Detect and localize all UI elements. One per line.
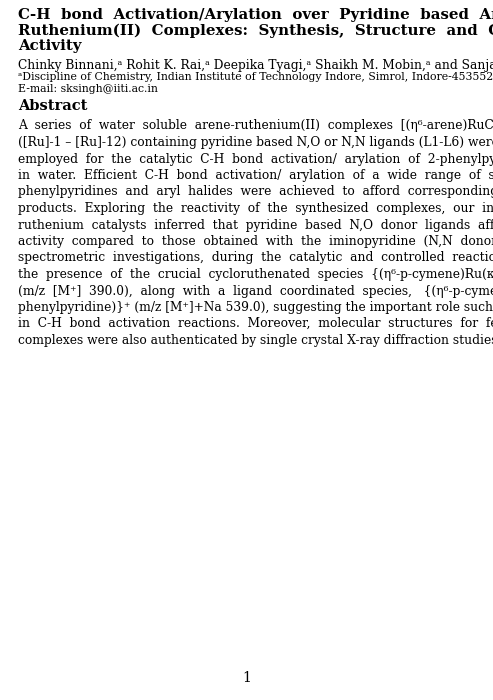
Text: C-H  bond  Activation/Arylation  over  Pyridine  based  Arene-: C-H bond Activation/Arylation over Pyrid… — [18, 8, 493, 22]
Text: A  series  of  water  soluble  arene-ruthenium(II)  complexes  [(η⁶-arene)RuCl(κ: A series of water soluble arene-rutheniu… — [18, 120, 493, 132]
Text: the  presence  of  the  crucial  cycloruthenated  species  {(η⁶-p-cymene)Ru(κ²-C: the presence of the crucial cycloruthena… — [18, 268, 493, 281]
Text: Ruthenium(II)  Complexes:  Synthesis,  Structure  and  Catalytic: Ruthenium(II) Complexes: Synthesis, Stru… — [18, 24, 493, 38]
Text: ([Ru]-1 – [Ru]-12) containing pyridine based N,O or N,N ligands (L1-L6) were syn: ([Ru]-1 – [Ru]-12) containing pyridine b… — [18, 136, 493, 149]
Text: E-mail: sksingh@iiti.ac.in: E-mail: sksingh@iiti.ac.in — [18, 83, 158, 94]
Text: Abstract: Abstract — [18, 99, 87, 113]
Text: ruthenium  catalysts  inferred  that  pyridine  based  N,O  donor  ligands  affo: ruthenium catalysts inferred that pyridi… — [18, 218, 493, 232]
Text: in  C-H  bond  activation  reactions.  Moreover,  molecular  structures  for  fe: in C-H bond activation reactions. Moreov… — [18, 318, 493, 330]
Text: phenylpyridines  and  aryl  halides  were  achieved  to  afford  corresponding  : phenylpyridines and aryl halides were ac… — [18, 186, 493, 199]
Text: employed  for  the  catalytic  C-H  bond  activation/  arylation  of  2-phenylpy: employed for the catalytic C-H bond acti… — [18, 153, 493, 165]
Text: (m/z  [M⁺]  390.0),  along  with  a  ligand  coordinated  species,   {(η⁶-p-cyme: (m/z [M⁺] 390.0), along with a ligand co… — [18, 284, 493, 298]
Text: products.  Exploring  the  reactivity  of  the  synthesized  complexes,  our  in: products. Exploring the reactivity of th… — [18, 202, 493, 215]
Text: Chinky Binnani,ᵃ Rohit K. Rai,ᵃ Deepika Tyagi,ᵃ Shaikh M. Mobin,ᵃ and Sanjay K. : Chinky Binnani,ᵃ Rohit K. Rai,ᵃ Deepika … — [18, 59, 493, 71]
Text: phenylpyridine)}⁺ (m/z [M⁺]+Na 539.0), suggesting the important role such interm: phenylpyridine)}⁺ (m/z [M⁺]+Na 539.0), s… — [18, 301, 493, 314]
Text: spectrometric  investigations,  during  the  catalytic  and  controlled  reactio: spectrometric investigations, during the… — [18, 251, 493, 265]
Text: Activity: Activity — [18, 39, 81, 53]
Text: in  water.  Efficient  C-H  bond  activation/  arylation  of  a  wide  range  of: in water. Efficient C-H bond activation/… — [18, 169, 493, 182]
Text: 1: 1 — [242, 671, 251, 685]
Text: activity  compared  to  those  obtained  with  the  iminopyridine  (N,N  donor) : activity compared to those obtained with… — [18, 235, 493, 248]
Text: ᵃDiscipline of Chemistry, Indian Institute of Technology Indore, Simrol, Indore-: ᵃDiscipline of Chemistry, Indian Institu… — [18, 71, 493, 81]
Text: complexes were also authenticated by single crystal X-ray diffraction studies.: complexes were also authenticated by sin… — [18, 334, 493, 347]
